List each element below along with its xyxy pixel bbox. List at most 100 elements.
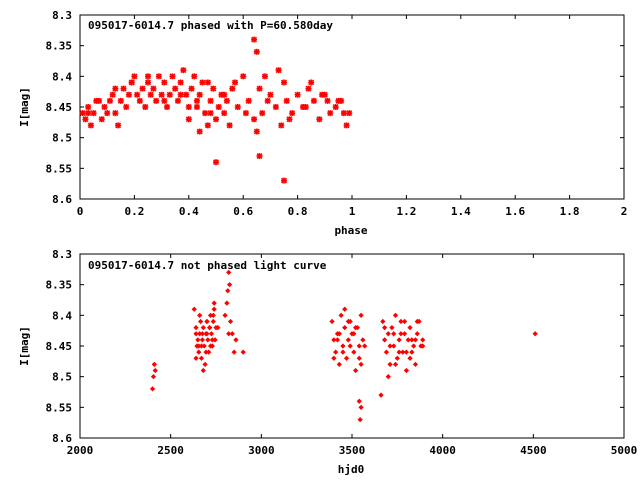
x-axis-label: phase: [334, 224, 367, 237]
y-tick-label: 8.4: [52, 309, 72, 322]
x-tick-label: 4500: [520, 444, 547, 457]
y-tick-label: 8.35: [46, 40, 73, 53]
y-tick-label: 8.45: [46, 340, 73, 353]
x-tick-label: 4000: [429, 444, 456, 457]
data-point: [358, 361, 364, 368]
data-point: [251, 116, 258, 123]
data-point: [358, 404, 364, 410]
data-point: [90, 110, 97, 117]
data-point: [308, 79, 315, 86]
data-point: [221, 110, 228, 117]
x-tick-label: 5000: [611, 444, 638, 457]
data-point: [191, 73, 198, 80]
data-point: [253, 128, 260, 135]
data-point: [117, 97, 124, 104]
data-point: [387, 361, 393, 368]
data-point: [85, 110, 92, 117]
y-tick-label: 8.5: [52, 132, 72, 145]
data-point: [210, 85, 217, 92]
data-point: [193, 324, 199, 331]
data-point: [161, 79, 168, 86]
data-point: [412, 337, 419, 343]
data-point: [420, 343, 426, 349]
x-tick-label: 1.8: [560, 205, 580, 218]
axis-ticks: 2000 2500 3000 3500 4000 4500 5000 8.3 8.35 8.4 8.…: [46, 248, 638, 457]
data-point: [403, 349, 410, 355]
data-point: [207, 97, 214, 104]
data-point: [82, 116, 89, 123]
data-point: [96, 97, 103, 104]
data-point: [151, 361, 157, 368]
data-point: [240, 349, 246, 355]
data-point: [278, 122, 285, 129]
data-point: [342, 324, 348, 331]
data-point: [112, 110, 119, 117]
data-point: [202, 361, 208, 368]
data-point: [407, 355, 413, 361]
x-tick-label: 3500: [339, 444, 366, 457]
data-point: [197, 318, 204, 325]
data-point: [398, 331, 404, 337]
data-point: [224, 300, 230, 306]
data-point: [213, 159, 219, 166]
data-point: [356, 343, 362, 349]
x-tick-label: 1.2: [396, 205, 416, 218]
data-point: [199, 337, 206, 343]
data-point: [420, 337, 426, 343]
y-tick-label: 8.3: [52, 9, 72, 22]
data-point: [211, 300, 217, 306]
data-point: [134, 91, 141, 98]
data-point: [203, 349, 209, 355]
data-point: [200, 367, 206, 374]
data-point: [136, 97, 143, 104]
data-point: [172, 85, 179, 92]
data-points: [79, 36, 353, 184]
data-point: [211, 306, 217, 312]
chart-title: 095017-6014.7 phased with P=60.580day: [88, 19, 333, 32]
data-point: [101, 104, 108, 110]
y-tick-label: 8.6: [52, 432, 72, 445]
data-point: [343, 355, 350, 361]
data-point: [229, 331, 235, 337]
data-point: [207, 343, 214, 349]
data-point: [142, 104, 149, 110]
data-point: [362, 343, 368, 349]
data-point: [161, 97, 168, 104]
data-point: [343, 122, 350, 129]
data-point: [234, 104, 241, 110]
data-point: [149, 386, 156, 392]
data-point: [400, 349, 406, 355]
data-point: [120, 85, 127, 92]
data-point: [345, 318, 351, 325]
data-point: [411, 343, 417, 349]
data-point: [401, 331, 408, 337]
data-point: [215, 324, 221, 331]
x-axis-label: hjd0: [338, 463, 365, 476]
data-point: [251, 36, 258, 43]
x-tick-label: 0.2: [124, 205, 144, 218]
data-point: [98, 116, 105, 123]
data-point: [131, 73, 138, 80]
data-point: [202, 110, 209, 117]
phased-light-curve-chart: 095017-6014.7 phased with P=60.580day I[…: [18, 9, 627, 237]
data-point: [261, 73, 268, 80]
data-point: [382, 324, 388, 331]
data-point: [183, 91, 190, 98]
data-point: [392, 312, 399, 318]
data-point: [340, 349, 346, 355]
data-point: [215, 104, 222, 110]
data-points: [149, 269, 538, 423]
data-point: [353, 324, 359, 331]
data-point: [227, 318, 234, 325]
data-point: [185, 104, 192, 110]
data-point: [229, 85, 236, 92]
data-point: [409, 349, 415, 355]
x-tick-label: 1.4: [451, 205, 471, 218]
data-point: [332, 104, 339, 110]
data-point: [398, 318, 404, 325]
data-point: [407, 324, 413, 331]
data-point: [210, 318, 216, 325]
data-point: [401, 318, 408, 325]
data-point: [403, 367, 410, 374]
data-point: [345, 337, 351, 343]
